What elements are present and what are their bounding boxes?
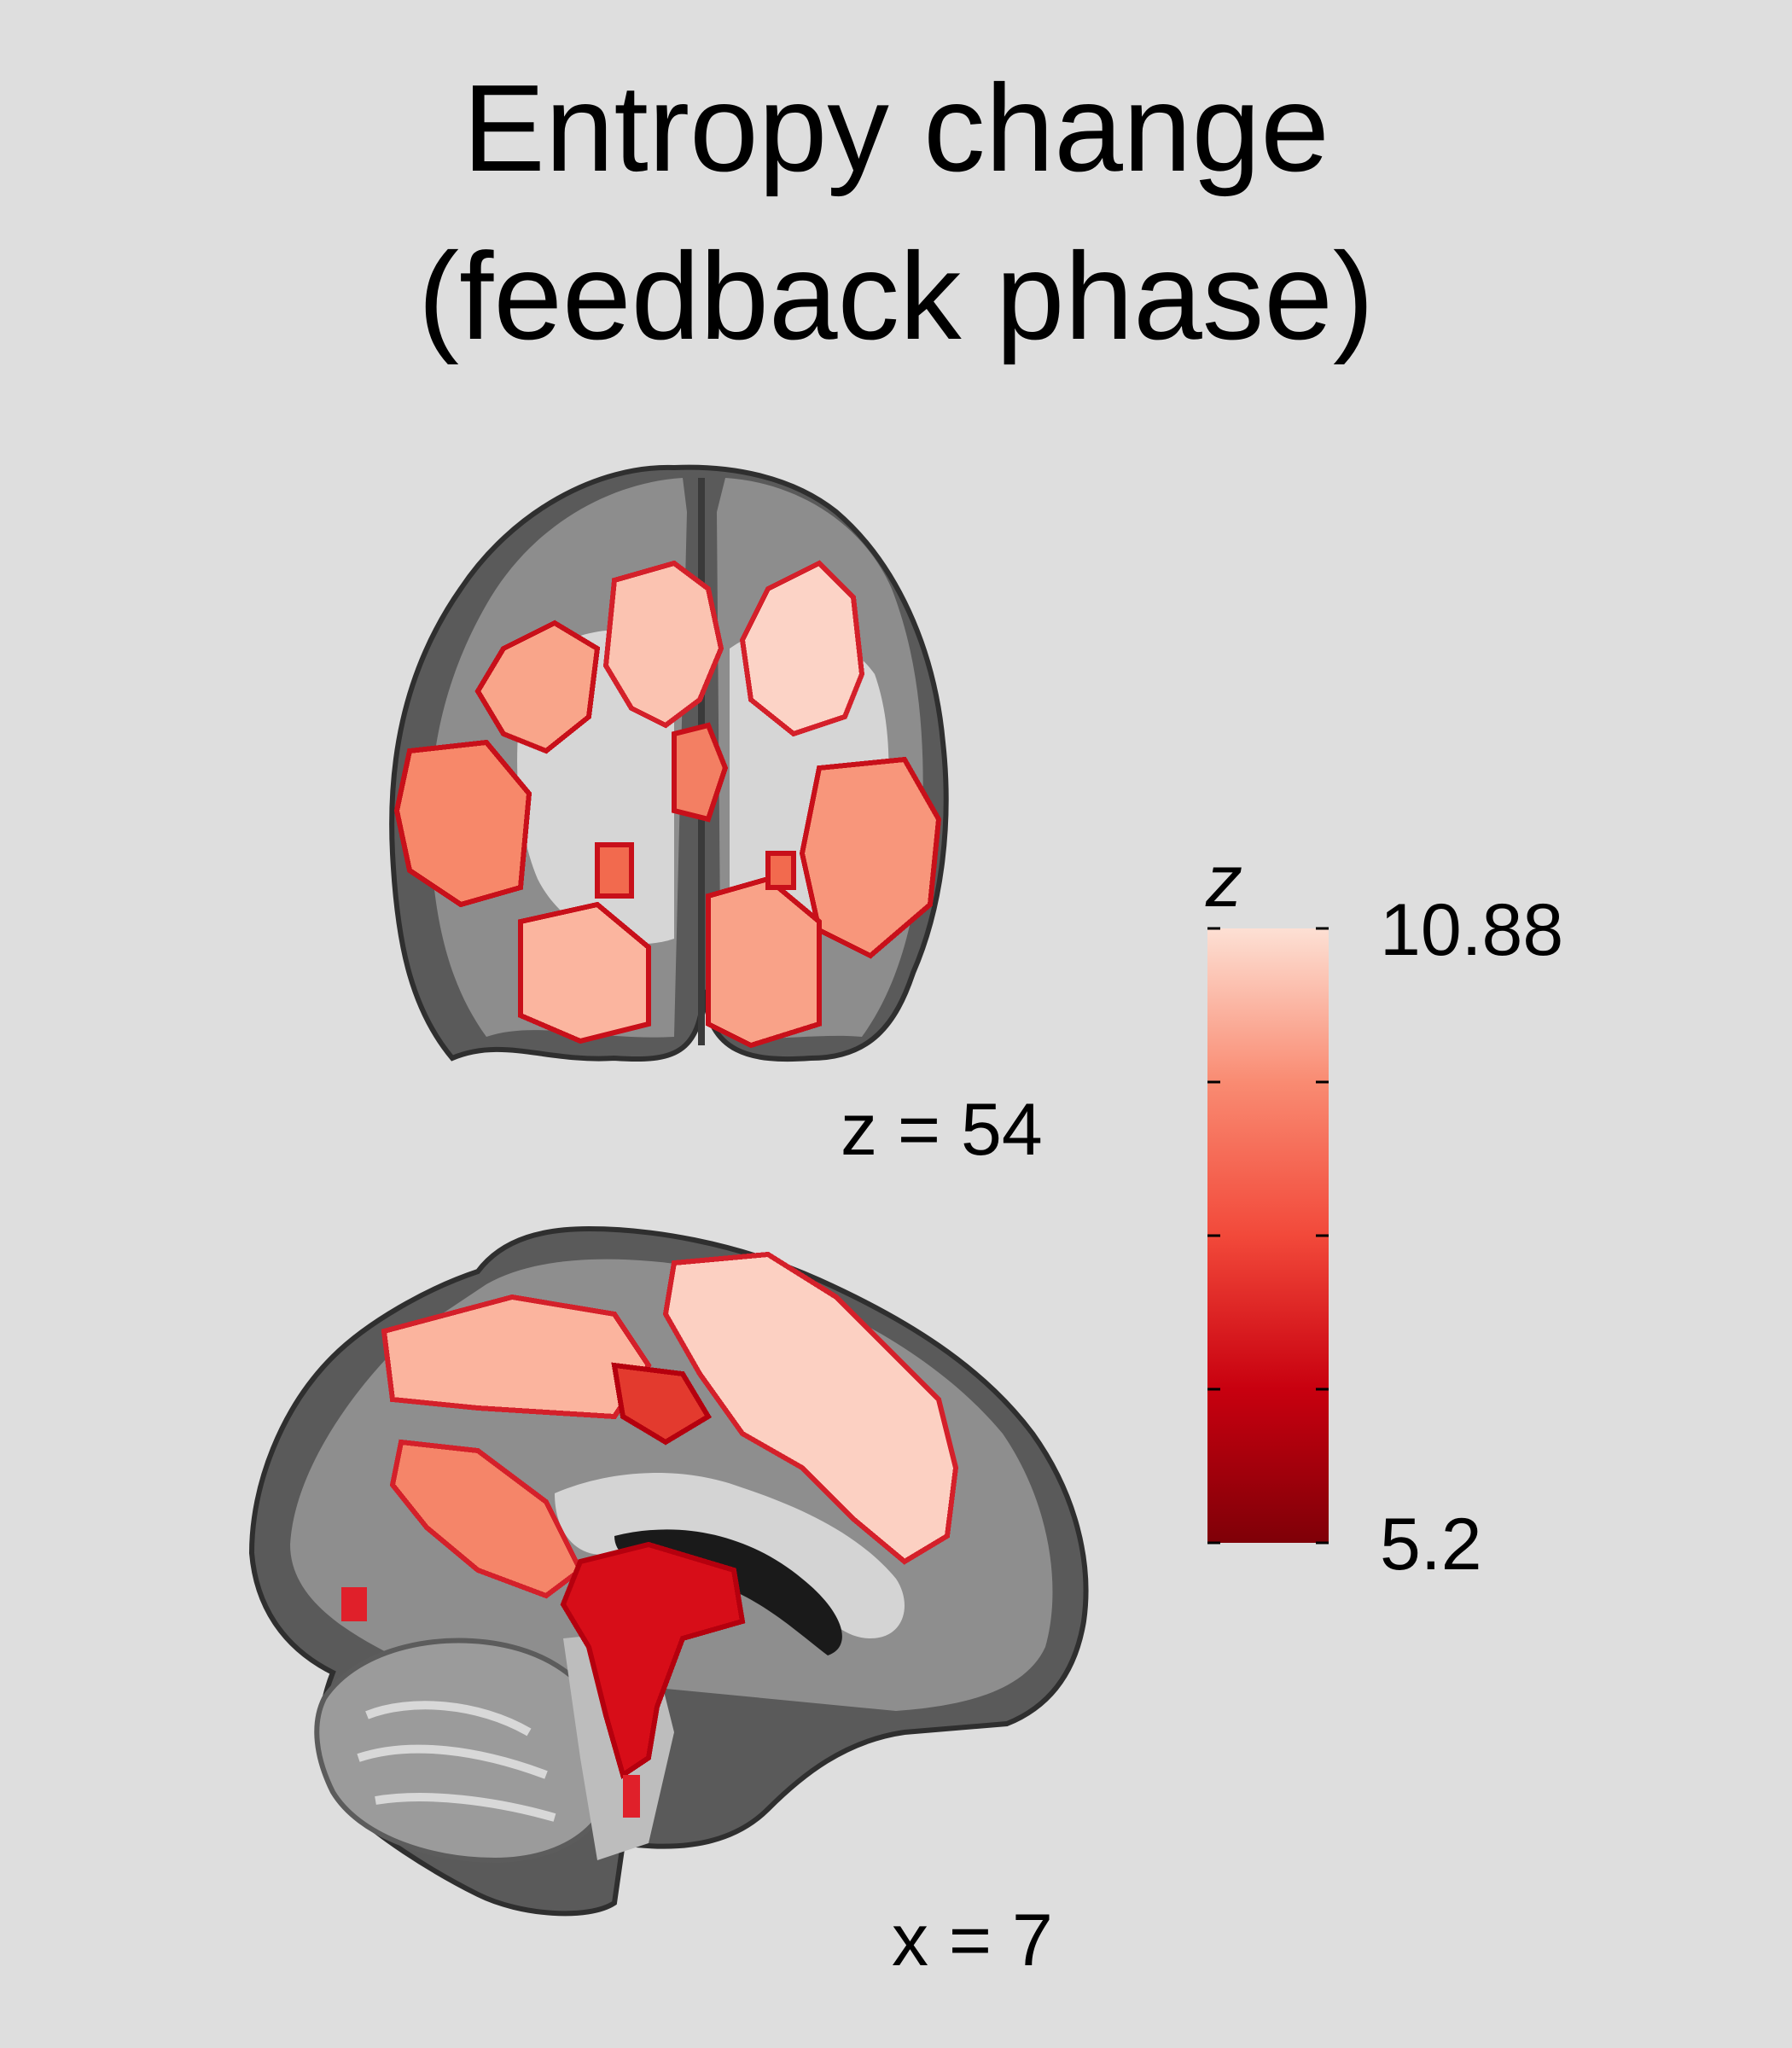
figure-title-line-1: Entropy change bbox=[463, 59, 1329, 197]
figure-title-line-2: (feedback phase) bbox=[417, 227, 1375, 365]
sagittal-activation-clusters bbox=[341, 1251, 959, 1818]
colorbar-symbol: z bbox=[1206, 841, 1242, 922]
colorbar-min-label: 5.2 bbox=[1380, 1504, 1482, 1585]
axial-activation-clusters bbox=[393, 560, 942, 1049]
sagittal-slice-label: x = 7 bbox=[892, 1900, 1053, 1981]
colorbar-max-label: 10.88 bbox=[1380, 889, 1564, 971]
axial-slice-label: z = 54 bbox=[841, 1089, 1043, 1171]
